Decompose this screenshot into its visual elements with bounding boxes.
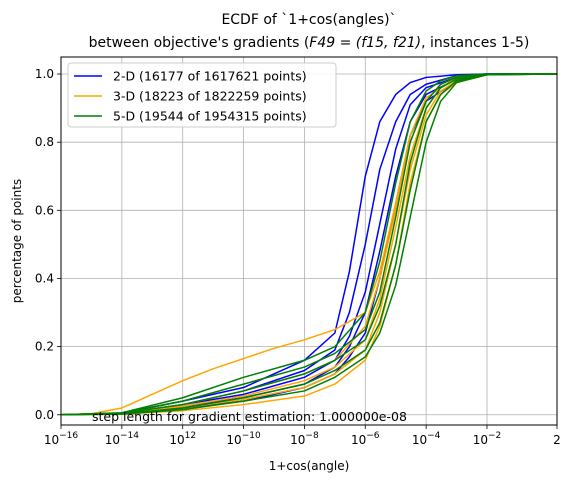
x-tick-label: 10−6 <box>351 431 380 447</box>
series-line-5-d-instance-4 <box>60 73 558 416</box>
legend: 2-D (16177 of 1617621 points) 3-D (18223 … <box>67 62 337 128</box>
legend-label: 2-D (16177 of 1617621 points) <box>113 69 307 84</box>
chart-title-line1: ECDF of `1+cos(angles)` <box>221 12 396 28</box>
x-tick-label: 10−16 <box>44 431 79 447</box>
y-axis-ticks: 0.0 0.2 0.4 0.6 0.8 1.0 <box>35 67 61 422</box>
step-length-annotation: step length for gradient estimation: 1.0… <box>92 409 407 424</box>
chart-title-line2: between objective's gradients (F49 = (f1… <box>89 35 530 51</box>
legend-label: 3-D (18223 of 1822259 points) <box>113 89 307 104</box>
series-line-5-d-instance-3 <box>60 73 558 416</box>
x-axis-label: 1+cos(angle) <box>269 459 350 473</box>
y-tick-label: 0.2 <box>35 340 54 354</box>
plot-frame <box>60 56 558 426</box>
series-lines <box>60 73 558 416</box>
series-line-2-d-instance-3 <box>60 73 557 416</box>
series-line-5-d-instance-2 <box>60 73 557 416</box>
y-axis-label: percentage of points <box>10 179 24 303</box>
x-tick-label: 2 <box>553 433 561 447</box>
x-tick-label: 1012 <box>169 431 196 447</box>
y-tick-label: 0.8 <box>35 135 54 149</box>
series-line-5-d-instance-1 <box>60 73 557 416</box>
x-tick-label: 10−4 <box>412 431 441 447</box>
legend-box <box>67 62 337 128</box>
y-tick-label: 1.0 <box>35 67 54 81</box>
y-tick-label: 0.6 <box>35 203 54 217</box>
series-line-3-d-instance-5 <box>60 73 558 416</box>
y-tick-label: 0.4 <box>35 271 54 285</box>
x-tick-label: 10−2 <box>473 431 502 447</box>
x-axis-ticks: 10−16 10−14 1012 10−10 10−8 10−6 10−4 10−2 2 <box>44 425 561 447</box>
y-tick-label: 0.0 <box>35 408 54 422</box>
series-line-5-d-instance-5 <box>60 73 558 416</box>
legend-label: 5-D (19544 of 1954315 points) <box>113 109 307 124</box>
series-line-2-d-instance-1 <box>60 73 557 416</box>
x-tick-label: 10−10 <box>226 431 261 447</box>
x-tick-label: 10−14 <box>105 431 140 447</box>
x-tick-label: 10−8 <box>290 431 319 447</box>
